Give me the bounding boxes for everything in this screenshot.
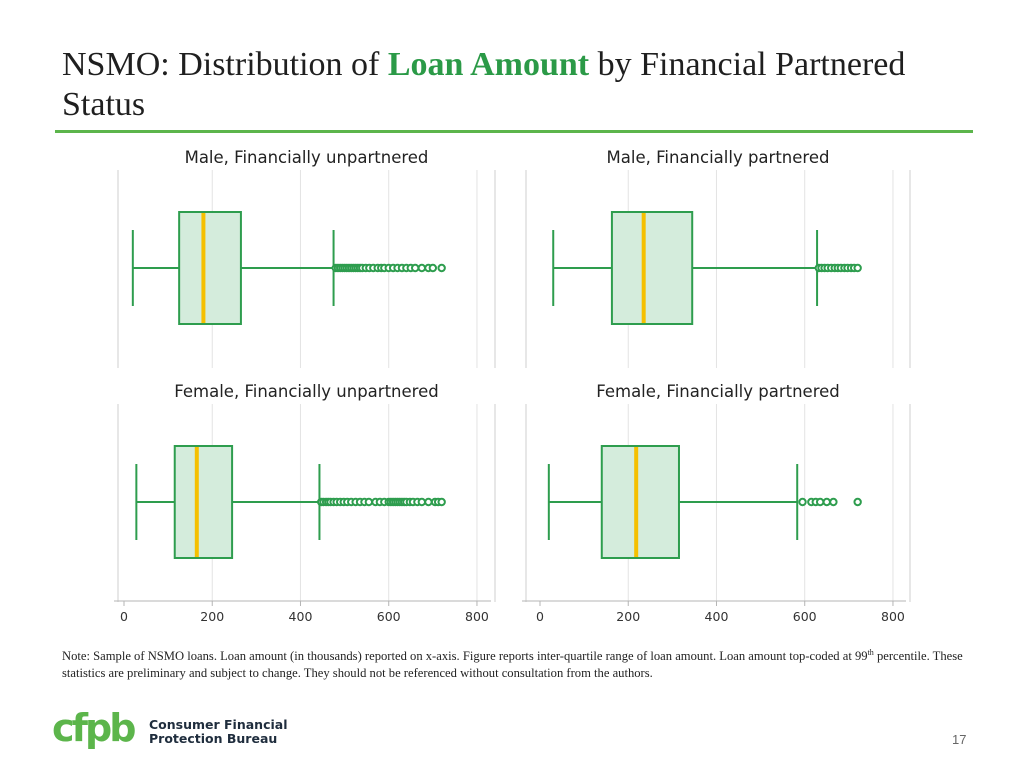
outlier-point [417, 263, 427, 273]
logo-line-2: Protection Bureau [149, 731, 278, 746]
slide-title: NSMO: Distribution of Loan Amount by Fin… [62, 45, 962, 125]
footnote: Note: Sample of NSMO loans. Loan amount … [62, 648, 972, 682]
outlier-point [437, 497, 446, 507]
note-text-1: Note: Sample of NSMO loans. Loan amount … [62, 649, 868, 663]
outlier-point [853, 497, 862, 507]
logo-text: Consumer Financial Protection Bureau [149, 718, 288, 746]
iqr-box [600, 445, 680, 559]
outlier-point [853, 263, 862, 273]
cfpb-logo: cfpb [52, 710, 138, 750]
iqr-box [173, 445, 234, 559]
x-axis-1: 0 200 400 600 800 [114, 600, 491, 624]
panel-title: Male, Financially partnered [607, 148, 830, 167]
panel-title: Female, Financially partnered [596, 382, 840, 401]
panel-1: Male, Financially unpartnered [117, 148, 496, 368]
title-highlight: Loan Amount [387, 46, 590, 83]
x-axis-2: 0 200 400 600 800 [522, 600, 906, 624]
boxplot-chart: Male, Financially unpartnered Male, Finan… [114, 148, 911, 624]
title-rule [55, 130, 973, 133]
x-tick-label: 0 [536, 609, 544, 624]
panel-title: Female, Financially unpartnered [174, 382, 438, 401]
outlier-point [424, 497, 433, 507]
x-tick-label: 400 [705, 609, 729, 624]
outlier-point [829, 497, 838, 507]
title-suffix: by Financial Partnered Status [62, 46, 906, 123]
title-prefix: NSMO: Distribution of [62, 46, 388, 83]
x-tick-label: 800 [881, 609, 905, 624]
outlier-point [437, 263, 446, 273]
x-tick-label: 600 [793, 609, 817, 624]
x-tick-label: 0 [120, 609, 128, 624]
outlier-point [798, 497, 807, 507]
iqr-box [178, 211, 242, 325]
panel-2: Male, Financially partnered [525, 148, 911, 368]
outlier-point [822, 497, 831, 507]
panel-title: Male, Financially unpartnered [185, 148, 429, 167]
outlier-point [428, 263, 438, 273]
page-number: 17 [952, 732, 967, 747]
cfpb-wordmark: cfpb [52, 710, 135, 750]
x-tick-label: 200 [616, 609, 640, 624]
logo-line-1: Consumer Financial [149, 717, 288, 732]
x-tick-label: 200 [200, 609, 224, 624]
panel-3: Female, Financially unpartnered [117, 382, 496, 602]
iqr-box [610, 211, 694, 325]
note-superscript: th [867, 647, 874, 657]
x-tick-label: 400 [289, 609, 313, 624]
note-text-2: percentile. These statistics are prelimi… [62, 649, 963, 680]
x-tick-label: 800 [465, 609, 489, 624]
outlier-point [815, 497, 825, 507]
outlier-point [417, 497, 427, 507]
outlier-point [410, 263, 420, 273]
outlier-point [364, 497, 374, 507]
x-tick-label: 600 [377, 609, 401, 624]
panel-4: Female, Financially partnered [525, 382, 911, 602]
